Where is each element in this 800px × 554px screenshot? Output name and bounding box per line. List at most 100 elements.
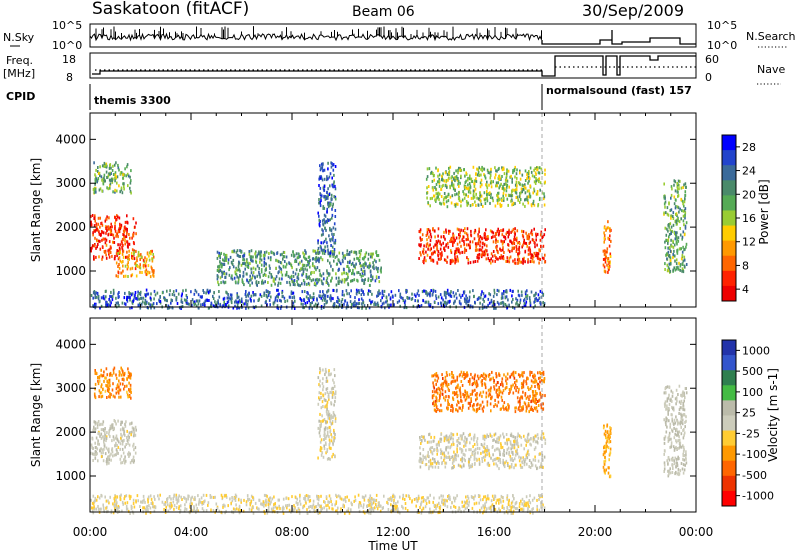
scatter-cell [514, 227, 516, 231]
scatter-cell [679, 264, 682, 268]
scatter-cell [95, 436, 98, 440]
scatter-cell [454, 204, 457, 208]
scatter-cell [137, 264, 139, 268]
scatter-cell [437, 168, 439, 172]
scatter-cell [521, 190, 523, 194]
scatter-cell [260, 294, 263, 298]
scatter-cell [515, 250, 518, 253]
scatter-cell [304, 267, 306, 271]
scatter-cell [215, 502, 218, 506]
scatter-cell [432, 245, 435, 249]
scatter-cell [503, 251, 505, 254]
scatter-cell [113, 241, 116, 244]
scatter-cell [106, 385, 109, 389]
scatter-cell [605, 228, 607, 232]
scatter-cell [466, 296, 468, 300]
scatter-cell [426, 293, 429, 297]
scatter-cell [373, 303, 375, 306]
scatter-cell [260, 258, 263, 262]
scatter-cell [607, 236, 609, 240]
scatter-cell [116, 509, 119, 513]
scatter-cell [271, 250, 273, 254]
scatter-cell [353, 250, 355, 254]
scatter-cell [274, 296, 277, 300]
scatter-cell [141, 271, 143, 274]
scatter-cell [498, 507, 500, 511]
scatter-cell [223, 259, 225, 263]
scatter-cell [108, 255, 111, 259]
scatter-cell [141, 500, 143, 504]
scatter-cell [124, 424, 127, 428]
scatter-cell [475, 172, 477, 176]
scatter-cell [457, 182, 459, 186]
scatter-cell [219, 276, 222, 280]
scatter-cell [223, 263, 226, 266]
scatter-cell [93, 229, 95, 233]
scatter-cell [492, 294, 495, 298]
scatter-cell [177, 496, 180, 500]
scatter-cell [102, 387, 104, 391]
scatter-cell [461, 198, 464, 202]
scatter-cell [164, 503, 167, 507]
scatter-cell [365, 306, 367, 310]
scatter-cell [512, 240, 515, 244]
scatter-cell [282, 250, 285, 254]
scatter-cell [334, 195, 337, 199]
scatter-cell [108, 240, 111, 244]
scatter-cell [676, 182, 678, 185]
scatter-cell [477, 168, 480, 172]
scatter-cell [326, 220, 329, 224]
scatter-cell [453, 240, 455, 244]
scatter-cell [117, 295, 120, 299]
scatter-cell [425, 499, 427, 503]
scatter-cell [119, 457, 122, 461]
scatter-cell [139, 290, 142, 294]
scatter-cell [322, 282, 324, 286]
scatter-cell [500, 229, 502, 233]
scatter-cell [308, 283, 311, 287]
scatter-cell [490, 508, 493, 512]
scatter-cell [675, 221, 678, 224]
scatter-cell [282, 497, 285, 501]
scatter-cell [222, 258, 224, 262]
scatter-cell [346, 249, 349, 253]
scatter-cell [666, 269, 669, 273]
scatter-cell [521, 497, 524, 501]
scatter-cell [678, 261, 680, 265]
scatter-cell [372, 498, 374, 502]
scatter-cell [438, 173, 441, 177]
scatter-cell [527, 501, 529, 505]
scatter-cell [512, 227, 515, 231]
scatter-cell [142, 296, 145, 300]
scatter-cell [327, 205, 330, 209]
scatter-cell [121, 245, 123, 249]
scatter-cell [237, 300, 240, 304]
scatter-cell [296, 282, 299, 286]
scatter-cell [673, 202, 676, 206]
scatter-cell [333, 180, 335, 184]
scatter-cell [330, 161, 332, 165]
scatter-cell [521, 293, 523, 297]
scatter-cell [370, 500, 372, 504]
scatter-cell [324, 500, 326, 504]
scatter-cell [483, 236, 486, 240]
scatter-cell [133, 448, 135, 452]
scatter-cell [258, 250, 260, 254]
scatter-cell [214, 300, 216, 304]
scatter-cell [526, 177, 528, 181]
scatter-cell [303, 497, 305, 500]
scatter-cell [244, 267, 246, 271]
scatter-cell [477, 242, 479, 246]
scatter-cell [679, 268, 681, 272]
scatter-cell [454, 505, 457, 509]
scatter-cell [306, 268, 308, 272]
scatter-cell [422, 496, 424, 499]
scatter-cell [147, 264, 150, 268]
scatter-cell [441, 253, 443, 257]
scatter-cell [237, 508, 240, 512]
scatter-cell [467, 194, 469, 198]
scatter-cell [539, 181, 542, 185]
nsky-trace [89, 32, 542, 42]
scatter-cell [301, 263, 304, 267]
scatter-cell [603, 265, 606, 269]
